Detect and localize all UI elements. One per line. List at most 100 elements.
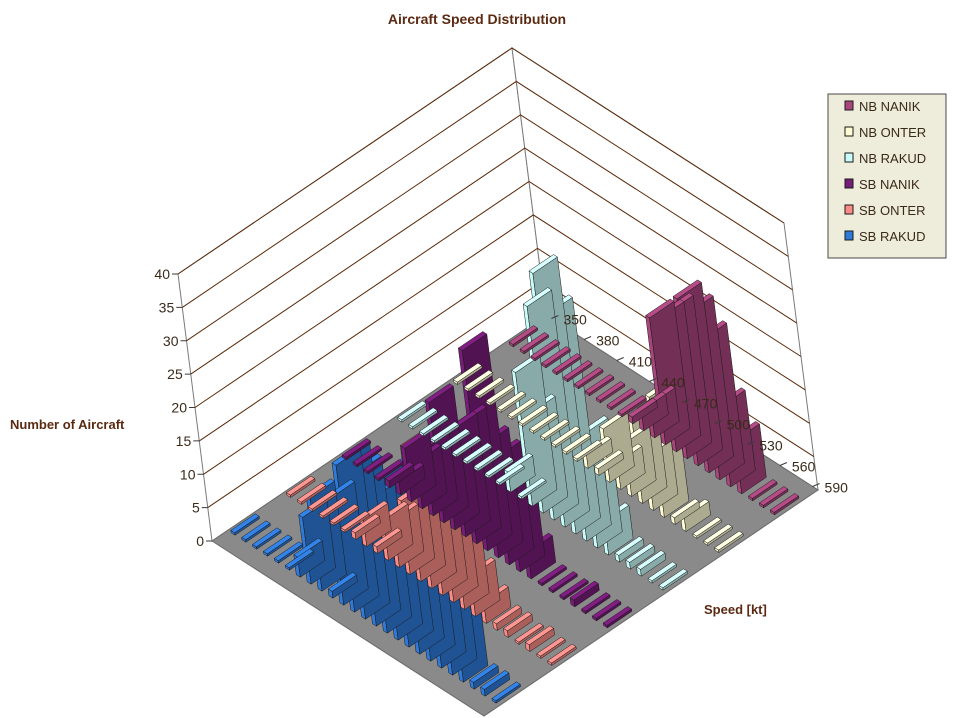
- speed-tick-mark: [747, 441, 755, 445]
- bar: [491, 681, 521, 704]
- bar: [285, 475, 316, 498]
- speed-tick-label: 560: [792, 459, 816, 475]
- bar: [714, 530, 744, 554]
- bar: [463, 369, 494, 393]
- bar: [550, 425, 581, 449]
- bar: [507, 397, 537, 420]
- speed-tick-mark: [779, 462, 788, 466]
- bar: [524, 625, 555, 652]
- bar: [408, 407, 438, 430]
- bar: [480, 670, 510, 697]
- gridline: [190, 147, 798, 375]
- bar: [469, 663, 500, 690]
- bar: [559, 578, 589, 601]
- legend-entry: SB RAKUD: [859, 229, 925, 244]
- speed-tick-mark: [616, 357, 624, 361]
- legend-swatch: [844, 152, 854, 163]
- bar: [647, 561, 677, 584]
- speed-tick-mark: [714, 420, 722, 424]
- bar: [593, 449, 624, 477]
- bar: [552, 353, 582, 376]
- speed-tick-mark: [551, 315, 559, 319]
- bar: [602, 606, 633, 629]
- bar: [529, 411, 559, 435]
- legend-entry: SB ONTER: [859, 203, 925, 218]
- speed-tick-mark: [812, 483, 820, 487]
- bar: [374, 459, 404, 482]
- gridline: [182, 80, 789, 308]
- bar: [536, 636, 566, 660]
- legend-swatch: [844, 100, 854, 111]
- bar: [625, 543, 656, 570]
- bar: [517, 477, 547, 500]
- bar: [340, 510, 370, 533]
- bar: [473, 449, 503, 472]
- bar: [769, 493, 800, 516]
- bar: [748, 479, 778, 502]
- bar: [397, 400, 427, 423]
- z-tick-label: 15: [176, 433, 192, 449]
- bar: [508, 325, 539, 348]
- legend-swatch: [844, 178, 854, 189]
- bar: [474, 376, 505, 400]
- bar: [327, 572, 358, 599]
- bar: [541, 346, 571, 369]
- bar: [492, 604, 523, 632]
- z-tick-label: 10: [180, 466, 196, 482]
- bar: [372, 527, 403, 555]
- gridline: [177, 47, 785, 275]
- speed-tick-mark: [681, 399, 690, 403]
- bar: [584, 374, 615, 397]
- bar: [451, 435, 482, 458]
- chart-title: Aircraft Speed Distribution: [388, 11, 566, 27]
- speed-axis-ticks: 350 380 410 440 470 500 530 560 590: [551, 312, 848, 496]
- bar: [703, 523, 733, 547]
- bar: [462, 442, 493, 465]
- bar: [296, 482, 327, 506]
- bar: [230, 513, 260, 536]
- bar: [581, 592, 611, 615]
- speed-tick-label: 350: [563, 312, 587, 328]
- x-axis-title: Speed [kt]: [704, 602, 767, 617]
- legend-swatch: [844, 230, 854, 241]
- z-tick-label: 35: [159, 299, 175, 315]
- bar: [548, 571, 578, 594]
- bar: [518, 404, 548, 428]
- y-axis-title: Number of Aircraft: [10, 417, 125, 432]
- bar: [627, 397, 658, 425]
- bar: [563, 360, 593, 383]
- speed-tick-label: 500: [727, 417, 751, 433]
- bar: [692, 516, 722, 540]
- bar: [419, 414, 449, 437]
- speed-tick-label: 530: [759, 438, 783, 454]
- bar: [514, 622, 544, 646]
- bar: [636, 550, 667, 577]
- bar: [363, 452, 393, 475]
- z-tick-label: 30: [163, 333, 179, 349]
- speed-tick-label: 410: [629, 354, 653, 370]
- speed-tick-label: 380: [596, 333, 620, 349]
- z-tick-label: 40: [154, 266, 170, 282]
- bar: [452, 362, 483, 385]
- bar: [540, 418, 570, 442]
- speed-tick-mark: [583, 336, 592, 340]
- bar: [350, 513, 381, 540]
- bar: [329, 503, 359, 527]
- bar: [484, 456, 514, 479]
- bar: [252, 527, 282, 550]
- bar: [670, 498, 700, 525]
- bar: [352, 445, 382, 468]
- bar: [307, 489, 338, 513]
- bar: [440, 428, 471, 451]
- bar: [503, 611, 533, 638]
- legend-swatch: [844, 126, 854, 137]
- bar: [614, 536, 645, 563]
- bar: [658, 568, 688, 591]
- bar: [519, 332, 549, 355]
- bar: [758, 486, 789, 509]
- speed-tick-mark: [649, 378, 657, 382]
- z-tick-label: 20: [171, 400, 187, 416]
- bar: [606, 388, 636, 411]
- bar: [573, 367, 604, 390]
- bar: [572, 439, 603, 463]
